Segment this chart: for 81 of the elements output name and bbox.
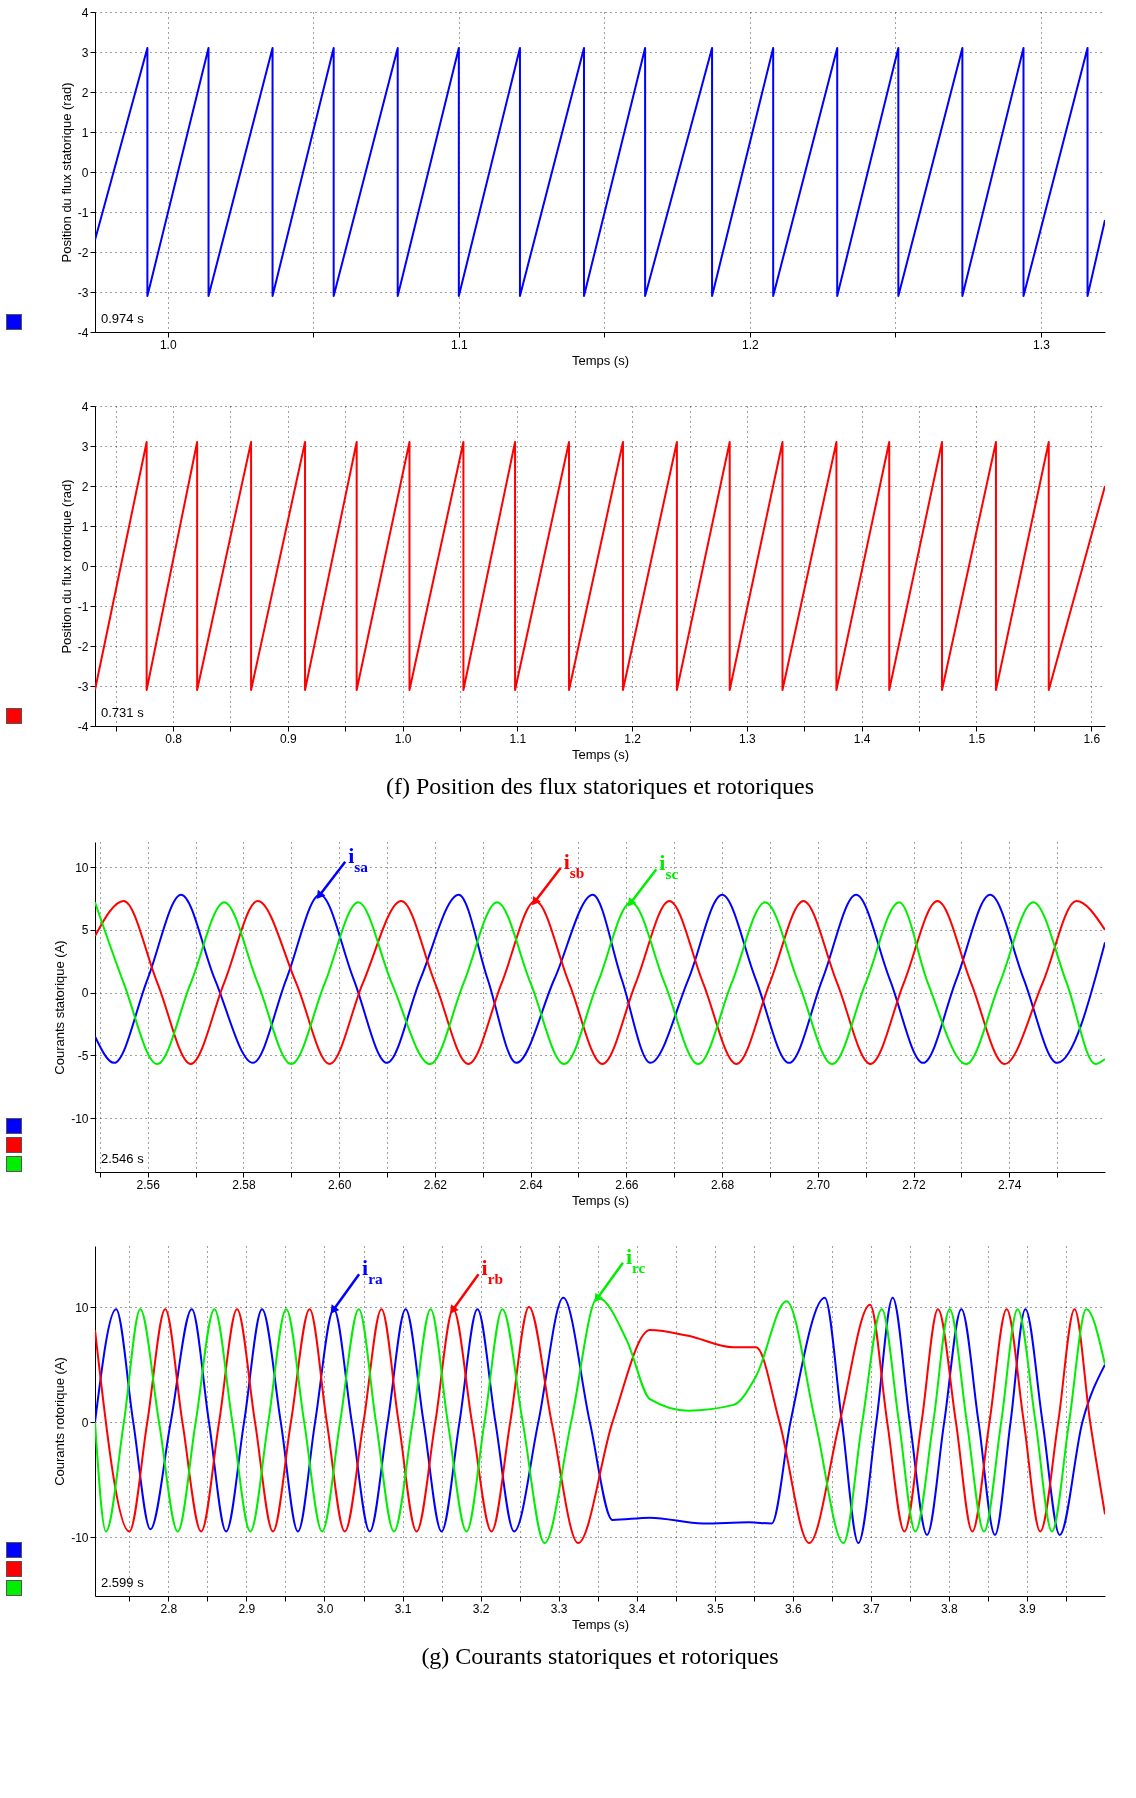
y-tick-label: -5 [77, 1048, 89, 1063]
y-tick-label: 0 [81, 1415, 89, 1430]
y-tick-label: -4 [77, 325, 89, 340]
series-label: i$_{ra}$ [362, 1255, 384, 1287]
y-axis-title: Courants statorique (A) [52, 940, 68, 1075]
x-axis-title: Temps (s) [571, 352, 630, 368]
annotation: 2.599 s [101, 1575, 145, 1590]
y-tick-label: 2 [81, 85, 89, 100]
y-tick-label: 3 [81, 45, 89, 60]
x-axis-title: Temps (s) [571, 1192, 630, 1208]
x-tick-label: 2.74 [998, 1177, 1022, 1192]
y-tick-label: 1 [81, 125, 89, 140]
y-tick-label: -1 [77, 205, 89, 220]
y-axis-title: Position du flux rotorique (rad) [58, 479, 74, 654]
x-tick-label: 3.3 [550, 1601, 568, 1616]
x-tick-label: 2.62 [423, 1177, 448, 1192]
x-tick-label: 2.56 [136, 1177, 161, 1192]
x-tick-label: 2.72 [902, 1177, 927, 1192]
annotation: 0.974 s [101, 311, 145, 326]
y-tick-label: 5 [81, 923, 89, 938]
y-tick-label: -3 [77, 285, 89, 300]
x-tick-label: 2.68 [710, 1177, 735, 1192]
y-tick-label: 3 [81, 439, 89, 454]
x-tick-label: 3.6 [784, 1601, 802, 1616]
x-tick-label: 1.2 [624, 731, 642, 746]
x-tick-label: 1.4 [853, 731, 871, 746]
x-tick-label: 0.9 [279, 731, 297, 746]
y-tick-label: -10 [71, 1111, 89, 1126]
x-tick-label: 3.1 [394, 1601, 412, 1616]
y-axis-title: Courants rotorique (A) [52, 1357, 68, 1486]
x-tick-label: 2.8 [160, 1601, 178, 1616]
y-tick-label: 4 [81, 5, 89, 20]
y-tick-label: 0 [81, 559, 89, 574]
x-tick-label: 3.0 [316, 1601, 334, 1616]
x-tick-label: 2.58 [232, 1177, 256, 1192]
y-tick-label: 2 [81, 479, 89, 494]
x-tick-label: 1.3 [739, 731, 757, 746]
y-axis-title: Position du flux statorique (rad) [58, 82, 74, 263]
y-tick-label: -2 [77, 245, 89, 260]
x-tick-label: 2.70 [806, 1177, 831, 1192]
annotation: 0.731 s [101, 705, 145, 720]
x-tick-label: 1.3 [1033, 337, 1051, 352]
y-tick-label: 10 [75, 860, 89, 875]
y-tick-label: 10 [75, 1300, 89, 1315]
x-tick-label: 3.5 [706, 1601, 724, 1616]
y-tick-label: -3 [77, 679, 89, 694]
y-tick-label: 0 [81, 986, 89, 1001]
x-tick-label: 2.60 [327, 1177, 352, 1192]
x-tick-label: 3.4 [628, 1601, 646, 1616]
series-label: i$_{rc}$ [625, 1243, 646, 1276]
y-tick-label: 1 [81, 519, 89, 534]
x-tick-label: 1.6 [1083, 731, 1101, 746]
y-tick-label: -2 [77, 639, 89, 654]
text: (g) Courants statoriques et rotoriques [421, 1643, 779, 1669]
x-tick-label: 3.9 [1019, 1601, 1037, 1616]
x-tick-label: 1.1 [509, 731, 527, 746]
series-label: i$_{rb}$ [481, 1255, 504, 1287]
y-tick-label: -1 [77, 599, 89, 614]
y-tick-label: 0 [81, 165, 89, 180]
annotation: 2.546 s [101, 1151, 145, 1166]
x-tick-label: 1.2 [742, 337, 760, 352]
text: (f) Position des flux statoriques et rotoriques [386, 773, 814, 799]
x-tick-label: 1.1 [450, 337, 468, 352]
x-tick-label: 0.8 [165, 731, 183, 746]
x-tick-label: 3.2 [472, 1601, 490, 1616]
y-tick-label: 4 [81, 399, 89, 414]
x-tick-label: 1.0 [159, 337, 177, 352]
x-tick-label: 1.5 [968, 731, 986, 746]
series-label: i$_{sa}$ [348, 842, 369, 875]
series-label: i$_{sb}$ [563, 848, 585, 881]
y-tick-label: -4 [77, 719, 89, 734]
x-tick-label: 2.66 [615, 1177, 639, 1192]
x-tick-label: 3.7 [863, 1601, 881, 1616]
series-label: i$_{sc}$ [659, 850, 679, 882]
x-axis-title: Temps (s) [571, 746, 630, 762]
x-tick-label: 1.0 [394, 731, 412, 746]
x-tick-label: 2.64 [519, 1177, 544, 1192]
x-tick-label: 2.9 [238, 1601, 256, 1616]
x-tick-label: 3.8 [941, 1601, 959, 1616]
x-axis-title: Temps (s) [571, 1616, 630, 1632]
y-tick-label: -10 [71, 1530, 89, 1545]
